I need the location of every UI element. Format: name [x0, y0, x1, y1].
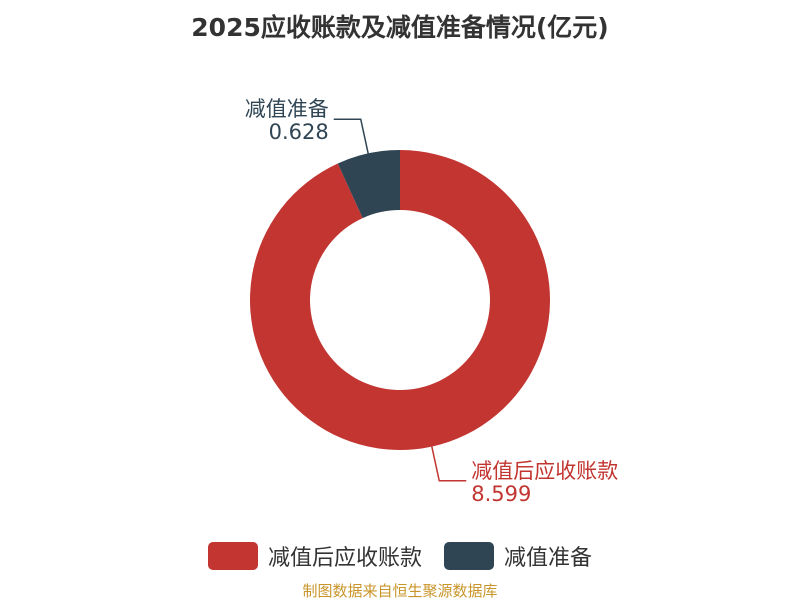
legend-swatch [444, 542, 494, 570]
source-note: 制图数据来自恒生聚源数据库 [302, 582, 498, 600]
legend-item-provision[interactable]: 减值准备 [444, 540, 592, 572]
label-line-1 [333, 118, 369, 154]
slice-label-value: 0.628 [269, 120, 329, 144]
slice-label-value: 8.599 [471, 482, 531, 506]
legend-swatch [207, 542, 258, 570]
slice-label-name: 减值准备 [245, 97, 329, 121]
slice-1[interactable] [337, 150, 400, 219]
slice-label-name: 减值后应收账款 [471, 459, 618, 483]
legend: 减值后应收账款 减值准备 [0, 540, 800, 572]
label-line-0 [431, 446, 467, 482]
slice-0[interactable] [250, 150, 551, 451]
chart-title: 2025应收账款及减值准备情况(亿元) [191, 13, 609, 42]
legend-label: 减值准备 [504, 546, 593, 571]
legend-label: 减值后应收账款 [267, 546, 422, 571]
legend-item-receivables[interactable]: 减值后应收账款 [207, 540, 422, 572]
